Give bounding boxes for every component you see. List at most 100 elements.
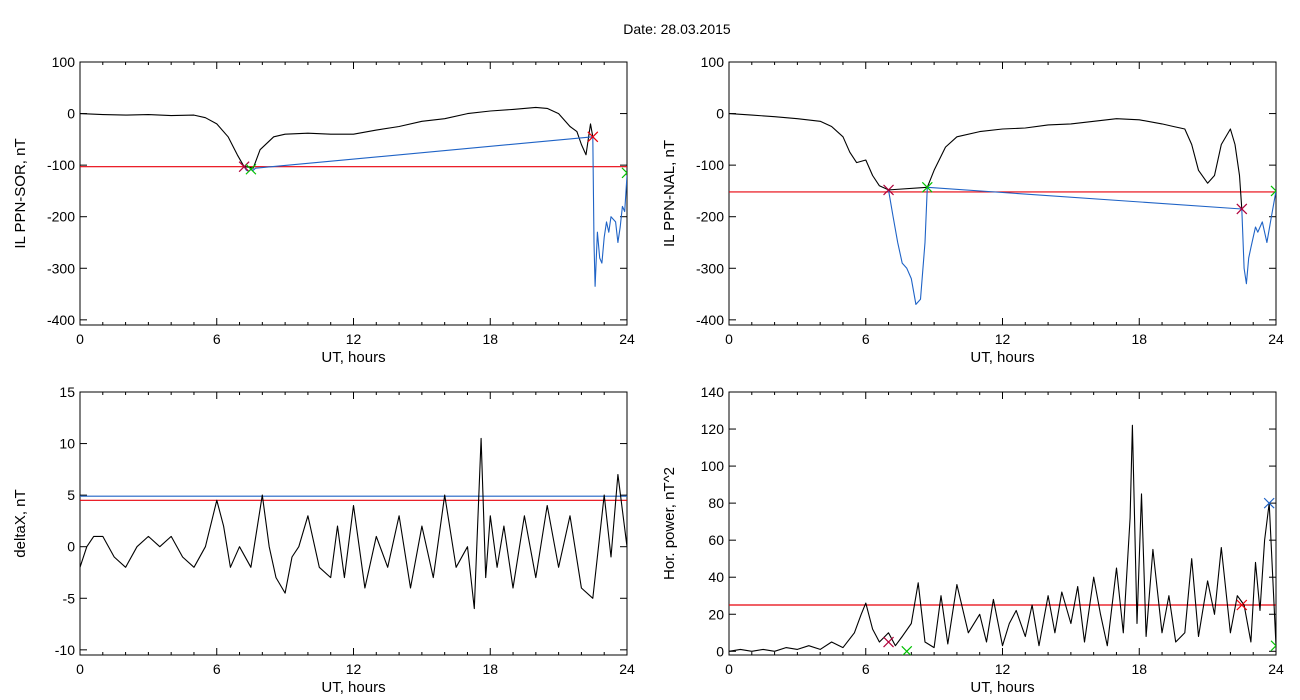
x-tick-label: 12 <box>995 331 1011 347</box>
plot-frame <box>728 61 1277 326</box>
chart-panel-top-right: 0 6 12 18 24 100 0 -100 -200 -300 -400 UT, hours IL … <box>661 54 1284 366</box>
x-tick-label: 24 <box>1268 661 1284 677</box>
cross-stroke <box>238 161 250 173</box>
x-tick-label: 0 <box>76 331 84 347</box>
cross-marker <box>921 181 933 193</box>
y-axis-label: Hor. power, nT^2 <box>661 467 678 580</box>
chart-panel-bottom-right: 0 6 12 18 24 140 120 100 80 60 40 20 0 UT, hours Hor. … <box>661 384 1284 696</box>
y-tick-label: 0 <box>716 106 724 122</box>
cross-marker <box>883 636 894 648</box>
figure-title: Date: 28.03.2015 <box>623 21 731 37</box>
cross-stroke <box>1263 497 1275 509</box>
cross-stroke <box>902 645 913 655</box>
y-axis-label: deltaX, nT <box>12 489 29 557</box>
x-tick-label: 18 <box>482 661 498 677</box>
y-tick-label: 120 <box>701 421 725 437</box>
cross-stroke <box>1270 190 1276 197</box>
x-tick-label: 6 <box>213 331 221 347</box>
cross-stroke <box>1270 185 1276 192</box>
cross-marker <box>621 167 627 179</box>
x-tick-label: 24 <box>619 661 635 677</box>
cross-marker <box>238 161 250 173</box>
y-tick-label: 0 <box>67 106 75 122</box>
y-tick-label: 80 <box>708 495 724 511</box>
y-tick-label: -300 <box>47 260 75 276</box>
series-line-1 <box>729 113 1243 210</box>
plot-frame <box>728 391 1277 656</box>
x-axis-label: UT, hours <box>321 349 385 366</box>
y-tick-label: -5 <box>63 590 76 606</box>
cross-stroke <box>883 636 894 648</box>
x-tick-label: 18 <box>1131 331 1147 347</box>
x-tick-label: 12 <box>346 331 362 347</box>
y-tick-label: 100 <box>701 458 725 474</box>
cross-marker <box>587 131 599 143</box>
cross-stroke <box>1270 640 1276 647</box>
series-line-2 <box>887 186 1276 305</box>
y-tick-label: -200 <box>47 209 75 225</box>
y-tick-label: 40 <box>708 569 724 585</box>
x-axis-label: UT, hours <box>970 679 1034 696</box>
x-tick-label: 12 <box>346 661 362 677</box>
cross-stroke <box>921 181 933 193</box>
x-tick-label: 6 <box>213 661 221 677</box>
x-tick-label: 0 <box>76 661 84 677</box>
x-axis-label: UT, hours <box>321 679 385 696</box>
y-tick-label: -200 <box>696 209 724 225</box>
cross-marker <box>1236 203 1248 215</box>
chart-panel-top-left: 0 6 12 18 24 100 0 -100 -200 -300 -400 UT, hours IL … <box>12 54 635 366</box>
y-axis-label: IL PPN-NAL, nT <box>661 140 678 247</box>
cross-stroke <box>883 184 894 196</box>
y-tick-label: 100 <box>701 54 725 70</box>
y-axis-label: IL PPN-SOR, nT <box>12 138 29 248</box>
cross-stroke <box>1236 599 1248 611</box>
y-tick-label: 100 <box>52 54 76 70</box>
plot-frame <box>79 391 628 656</box>
y-tick-label: -400 <box>696 312 724 328</box>
cross-marker <box>1236 599 1248 611</box>
y-tick-label: -400 <box>47 312 75 328</box>
y-tick-label: 0 <box>67 539 75 555</box>
x-tick-label: 12 <box>995 661 1011 677</box>
cross-marker <box>1263 497 1275 509</box>
x-tick-label: 0 <box>725 661 733 677</box>
y-tick-label: 20 <box>708 606 724 622</box>
cross-marker <box>245 163 257 175</box>
y-tick-label: -300 <box>696 260 724 276</box>
y-tick-label: 0 <box>716 643 724 659</box>
plot-area <box>729 113 1276 305</box>
plot-area <box>80 437 627 610</box>
y-tick-label: 10 <box>59 436 75 452</box>
cross-stroke <box>1236 203 1248 215</box>
cross-stroke <box>621 167 627 174</box>
cross-marker <box>1270 640 1276 652</box>
cross-stroke <box>621 172 627 179</box>
y-tick-label: 5 <box>67 487 75 503</box>
cross-stroke <box>587 131 599 143</box>
series-line-2 <box>243 136 627 287</box>
series-line-1 <box>729 424 1276 652</box>
x-tick-label: 24 <box>1268 331 1284 347</box>
series-line-1 <box>80 437 627 610</box>
x-tick-label: 0 <box>725 331 733 347</box>
cross-stroke <box>245 163 257 175</box>
plot-frame <box>79 61 628 326</box>
x-tick-label: 6 <box>862 661 870 677</box>
y-tick-label: -100 <box>696 157 724 173</box>
plot-area <box>729 424 1276 655</box>
x-axis-label: UT, hours <box>970 349 1034 366</box>
cross-stroke <box>1270 644 1276 652</box>
plot-area <box>80 106 627 287</box>
y-tick-label: -100 <box>47 157 75 173</box>
cross-marker <box>901 645 913 655</box>
y-tick-label: 15 <box>59 384 75 400</box>
cross-marker <box>1270 185 1276 197</box>
x-tick-label: 24 <box>619 331 635 347</box>
cross-marker <box>883 184 894 196</box>
x-tick-label: 18 <box>482 331 498 347</box>
y-tick-label: -10 <box>55 642 75 658</box>
series-line-1 <box>80 106 594 169</box>
x-tick-label: 18 <box>1131 661 1147 677</box>
